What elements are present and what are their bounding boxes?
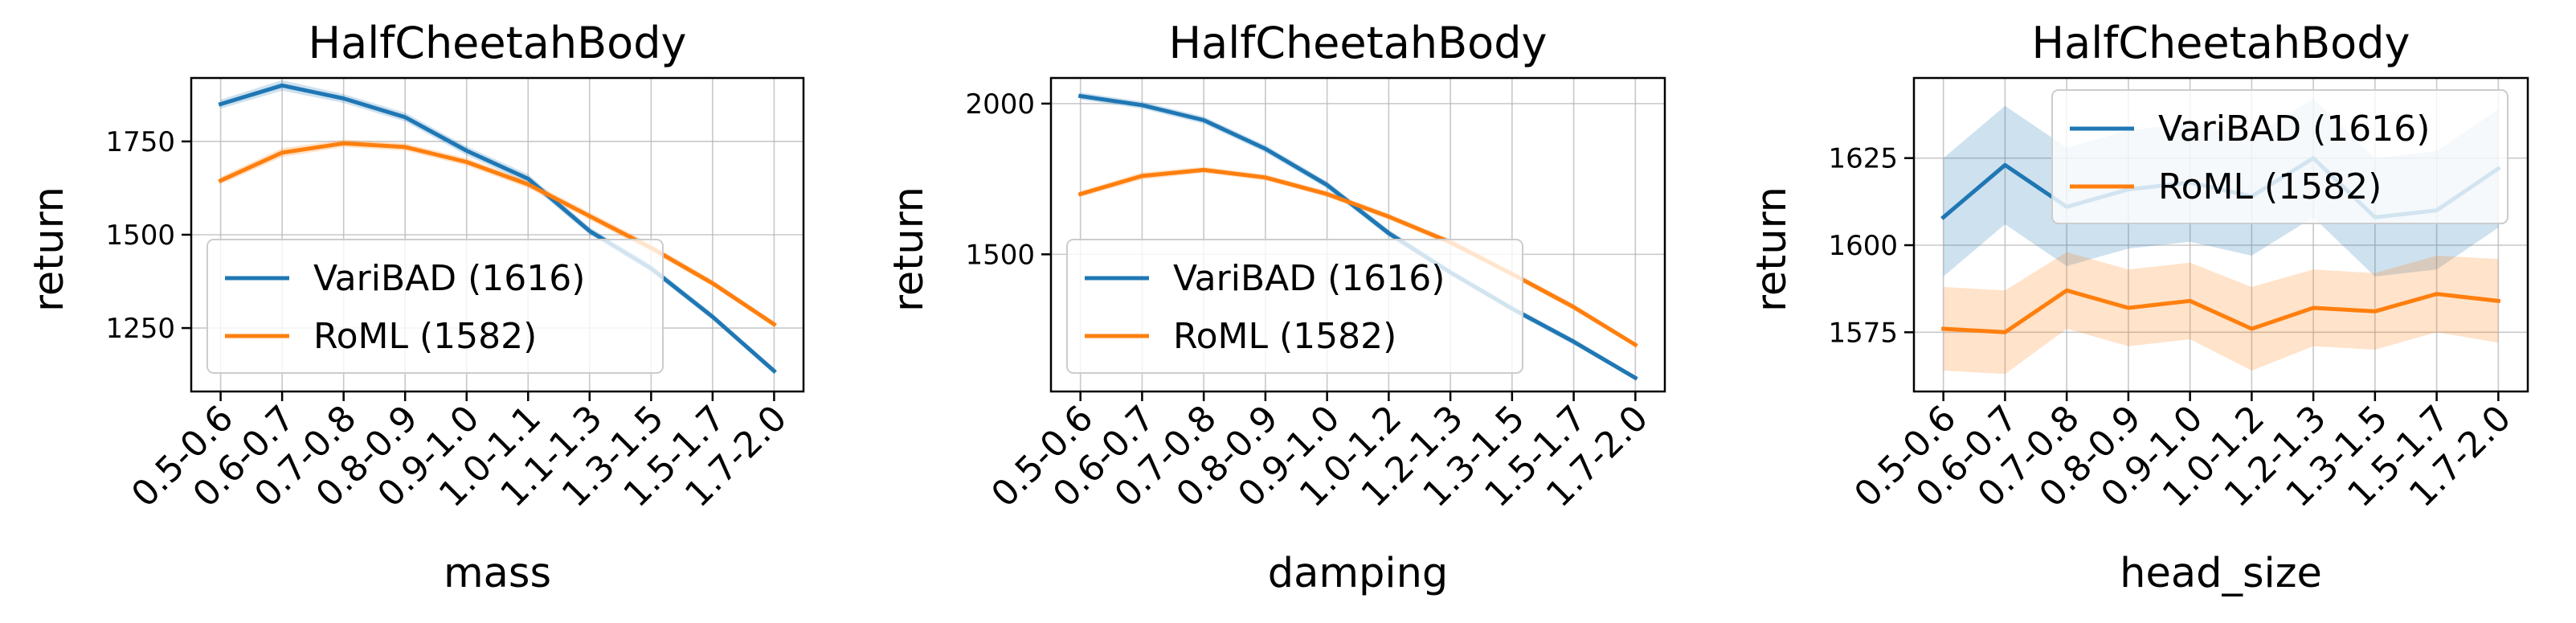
legend-label: RoML (1582): [1173, 316, 1396, 357]
chart-title: HalfCheetahBody: [1169, 18, 1548, 68]
series-line: [218, 141, 777, 327]
y-axis-label: return: [26, 186, 73, 312]
plot-area: 1575160016250.5-0.60.6-0.70.7-0.80.8-0.9…: [1828, 76, 2529, 515]
x-axis-label: head_size: [2120, 550, 2322, 597]
series-line: [1077, 167, 1638, 348]
legend-label: RoML (1582): [313, 316, 537, 357]
series-line: [1077, 93, 1638, 381]
y-tick-label: 1500: [105, 219, 175, 252]
y-tick-label: 1625: [1828, 143, 1898, 175]
chart-panel-mass: HalfCheetahBody mass return 1250 1500 1750…: [26, 18, 805, 597]
series-line: [218, 83, 777, 375]
y-axis-label: return: [885, 186, 933, 312]
chart-title: HalfCheetahBody: [309, 18, 687, 68]
y-tick-label: 1250: [105, 313, 175, 345]
y-axis-label: return: [1748, 186, 1796, 312]
plot-area: 1250150017500.5-0.60.6-0.70.7-0.80.8-0.9…: [105, 76, 805, 515]
x-axis-label: mass: [444, 550, 551, 597]
legend-label: VariBAD (1616): [2158, 109, 2430, 150]
y-tick-label: 1575: [1828, 317, 1898, 349]
legend-label: RoML (1582): [2158, 166, 2382, 207]
confidence-band: [220, 139, 775, 328]
axes-frame: [1912, 76, 2529, 393]
legend: VariBAD (1616) RoML (1582): [206, 239, 664, 374]
legend: VariBAD (1616) RoML (1582): [2051, 89, 2509, 224]
y-tick-label: 1600: [1828, 230, 1898, 262]
y-tick-label: 1500: [965, 239, 1035, 271]
chart-panel-damping: HalfCheetahBody damping return 150020000…: [885, 18, 1666, 597]
y-tick-label: 1750: [105, 126, 175, 158]
x-axis-label: damping: [1268, 550, 1449, 597]
legend-label: VariBAD (1616): [313, 258, 585, 299]
legend: VariBAD (1616) RoML (1582): [1066, 239, 1523, 374]
axes-frame: [1049, 76, 1666, 393]
legend-label: VariBAD (1616): [1173, 258, 1445, 299]
legend-box: [206, 239, 664, 374]
legend-box: [1066, 239, 1523, 374]
chart-panel-head-size: HalfCheetahBody head_size return 1575 160…: [1748, 18, 2529, 597]
confidence-band: [1080, 166, 1636, 347]
y-tick-label: 2000: [965, 88, 1035, 121]
series-line: [1941, 288, 2501, 334]
chart-title: HalfCheetahBody: [2032, 18, 2410, 68]
legend-box: [2051, 89, 2509, 224]
plot-area: 150020000.5-0.60.6-0.70.7-0.80.8-0.90.9-…: [965, 76, 1666, 515]
